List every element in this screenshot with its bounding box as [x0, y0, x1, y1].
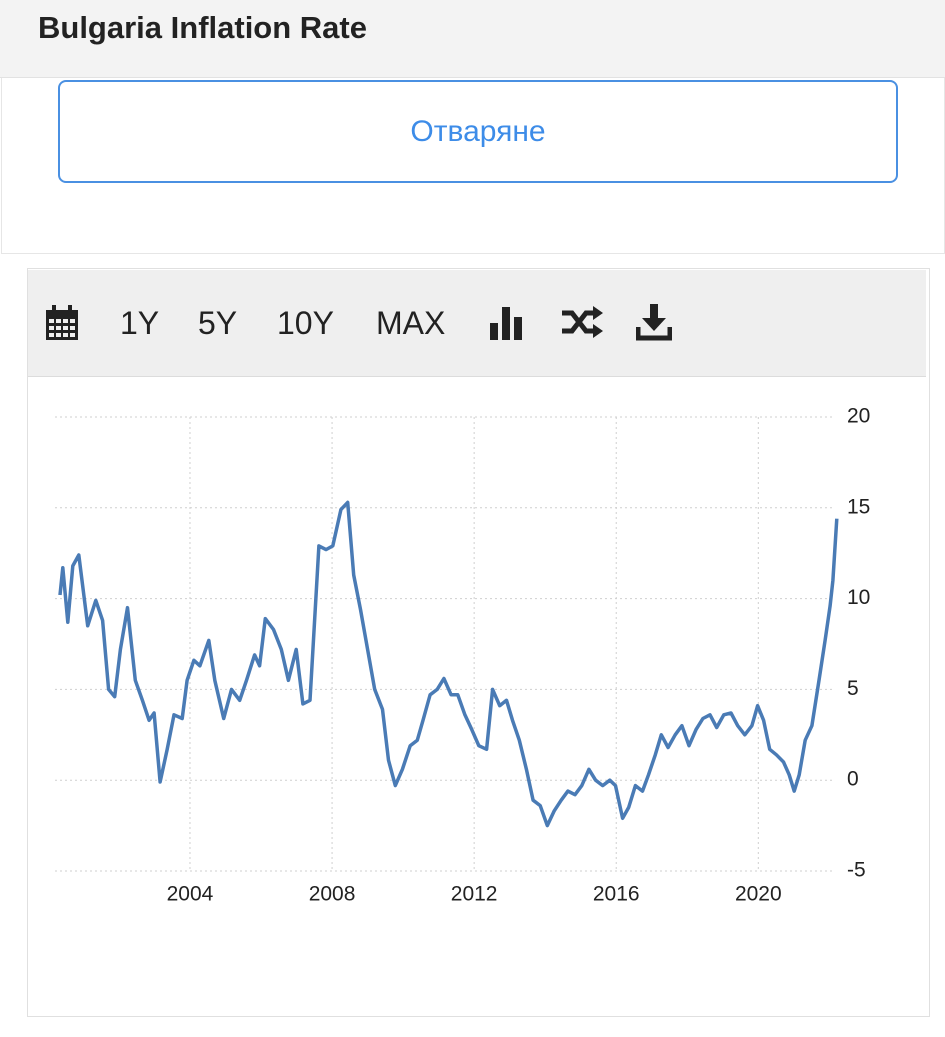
- calendar-icon[interactable]: [45, 305, 79, 341]
- download-icon[interactable]: [636, 303, 672, 341]
- x-tick-label: 2004: [167, 883, 214, 906]
- y-tick-label: 10: [847, 586, 870, 609]
- chart-panel: [27, 268, 930, 1017]
- y-tick-label: 0: [847, 768, 859, 791]
- y-tick-label: 15: [847, 495, 870, 518]
- line: [58, 500, 839, 828]
- range-10y[interactable]: 10Y: [277, 305, 334, 341]
- x-tick-label: 2016: [593, 883, 640, 906]
- x-tick-label: 2008: [309, 883, 356, 906]
- y-tick-label: 5: [847, 677, 859, 700]
- toolbar: [28, 270, 926, 377]
- range-1y[interactable]: 1Y: [120, 305, 160, 341]
- range-5y[interactable]: 5Y: [198, 305, 238, 341]
- y-tick-label: 20: [847, 405, 870, 428]
- x-tick-label: 2012: [451, 883, 498, 906]
- x-tick-label: 2020: [735, 883, 782, 906]
- header: Bulgaria Inflation Rate: [0, 0, 945, 78]
- title: Bulgaria Inflation Rate: [38, 10, 367, 45]
- range-max[interactable]: MAX: [376, 305, 446, 341]
- bar-icon[interactable]: [489, 305, 525, 341]
- shuffle-icon[interactable]: [560, 305, 604, 339]
- y-tick-label: -5: [847, 859, 866, 882]
- open-button[interactable]: Отваряне: [58, 80, 898, 183]
